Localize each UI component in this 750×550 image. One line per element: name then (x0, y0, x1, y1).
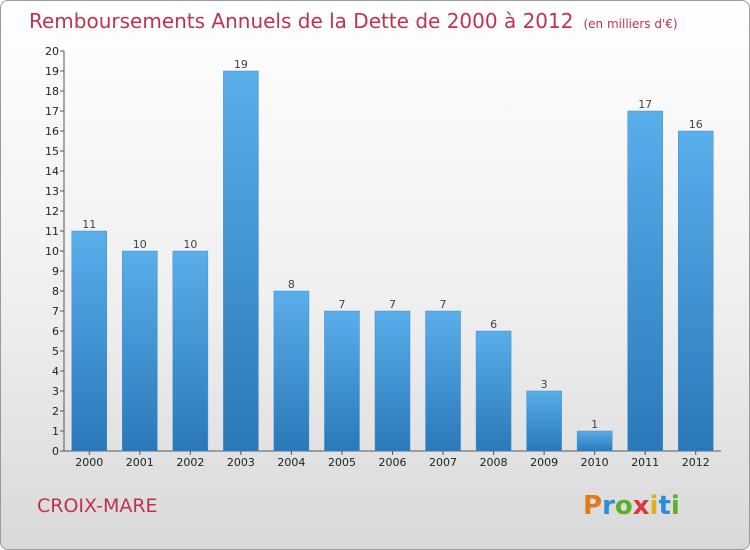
bar-value-label: 7 (338, 298, 345, 311)
y-tick-label: 3 (52, 385, 59, 398)
x-tick-label: 2011 (631, 456, 659, 469)
bar (122, 250, 158, 452)
bar (172, 250, 209, 452)
y-tick-label: 11 (45, 225, 59, 238)
y-tick-label: 19 (45, 65, 59, 78)
bar (71, 230, 108, 452)
bar (576, 430, 613, 452)
x-tick-label: 2005 (328, 456, 356, 469)
x-tick-label: 2003 (227, 456, 255, 469)
bar-value-label: 6 (490, 318, 497, 331)
y-tick-label: 13 (45, 185, 59, 198)
bar (677, 130, 714, 452)
bar-value-label: 19 (234, 58, 248, 71)
y-tick-label: 7 (52, 305, 59, 318)
bar (425, 310, 461, 452)
bar-value-label: 16 (689, 118, 703, 131)
x-tick-label: 2010 (581, 456, 609, 469)
x-tick-label: 2004 (277, 456, 305, 469)
y-tick-label: 0 (52, 445, 59, 458)
proxiti-logo: Proxiti (583, 491, 680, 521)
bar (374, 310, 411, 452)
logo-letter: r (602, 491, 615, 521)
x-tick-label: 2006 (379, 456, 407, 469)
bar-value-label: 7 (389, 298, 396, 311)
y-tick-label: 18 (45, 85, 59, 98)
y-tick-label: 10 (45, 245, 59, 258)
x-tick-label: 2000 (75, 456, 103, 469)
x-tick-label: 2012 (682, 456, 710, 469)
y-tick-label: 14 (45, 165, 59, 178)
bar (324, 310, 360, 452)
bar-value-label: 8 (288, 278, 295, 291)
y-tick-label: 1 (52, 425, 59, 438)
bar (223, 70, 259, 452)
y-tick-label: 12 (45, 205, 59, 218)
y-tick-label: 20 (45, 45, 59, 58)
logo-letter: P (583, 491, 603, 521)
bar-value-label: 10 (133, 238, 147, 251)
y-tick-label: 17 (45, 105, 59, 118)
y-tick-label: 2 (52, 405, 59, 418)
bar-value-label: 3 (541, 378, 548, 391)
logo-letter: i (670, 491, 680, 521)
logo-letter: i (649, 491, 659, 521)
bar (475, 330, 512, 452)
bar-value-label: 1 (591, 418, 598, 431)
bar (627, 110, 663, 452)
y-tick-label: 6 (52, 325, 59, 338)
logo-letter: o (614, 491, 633, 521)
y-tick-label: 4 (52, 365, 59, 378)
x-tick-label: 2002 (176, 456, 204, 469)
bar-value-label: 11 (82, 218, 96, 231)
place-name: CROIX-MARE (37, 495, 158, 517)
logo-letter: x (632, 491, 650, 521)
bar-value-label: 17 (638, 98, 652, 111)
chart-unit: (en milliers d'€) (583, 17, 678, 31)
y-tick-label: 5 (52, 345, 59, 358)
x-tick-label: 2001 (126, 456, 154, 469)
x-tick-label: 2007 (429, 456, 457, 469)
chart-title: Remboursements Annuels de la Dette de 20… (29, 9, 678, 33)
bar-value-label: 7 (440, 298, 447, 311)
bar (273, 290, 310, 452)
x-tick-label: 2009 (530, 456, 558, 469)
y-tick-label: 9 (52, 265, 59, 278)
bar (526, 390, 562, 452)
y-tick-label: 15 (45, 145, 59, 158)
logo-letter: t (658, 491, 671, 521)
x-tick-label: 2008 (480, 456, 508, 469)
y-tick-label: 8 (52, 285, 59, 298)
chart-title-text: Remboursements Annuels de la Dette de 20… (29, 9, 574, 33)
bar-value-label: 10 (183, 238, 197, 251)
y-tick-label: 16 (45, 125, 59, 138)
